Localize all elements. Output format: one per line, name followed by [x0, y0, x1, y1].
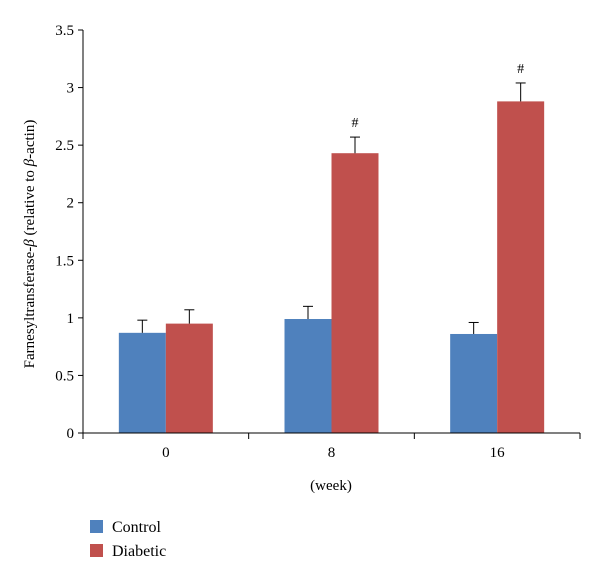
legend-swatch-diabetic	[90, 544, 103, 557]
bar-control	[284, 319, 332, 433]
x-axis-title: (week)	[310, 478, 352, 494]
y-tick-label: 0	[67, 426, 75, 442]
legend-swatch-control	[90, 520, 103, 533]
y-tick-label: 1.5	[55, 253, 74, 269]
y-tick-label: 3	[67, 81, 75, 97]
x-tick-label: 16	[490, 445, 506, 461]
legend: Control Diabetic	[90, 519, 166, 560]
y-tick-label: 0.5	[55, 368, 74, 384]
legend-label-diabetic: Diabetic	[112, 543, 166, 560]
significance-marker: #	[352, 116, 359, 131]
bar-diabetic	[331, 153, 379, 433]
x-tick-label: 8	[328, 445, 336, 461]
y-axis-title: Farnesyltransferase-β (relative to β-act…	[22, 120, 38, 369]
y-tick-label: 2	[67, 196, 75, 212]
x-tick-label: 0	[162, 445, 170, 461]
significance-marker: #	[517, 62, 524, 77]
x-axis: 0 8 16	[82, 432, 581, 461]
y-axis: 0 0.5 1 1.5 2 2.5 3 3.5	[55, 23, 84, 442]
bar-diabetic	[165, 323, 213, 433]
bar-control	[118, 332, 166, 433]
y-tick-label: 1	[67, 311, 75, 327]
bar-control	[450, 333, 498, 433]
y-tick-label: 2.5	[55, 138, 74, 154]
plot-area: ##	[118, 62, 545, 433]
legend-label-control: Control	[112, 519, 161, 536]
y-tick-label: 3.5	[55, 23, 74, 39]
bar-diabetic	[497, 101, 545, 433]
